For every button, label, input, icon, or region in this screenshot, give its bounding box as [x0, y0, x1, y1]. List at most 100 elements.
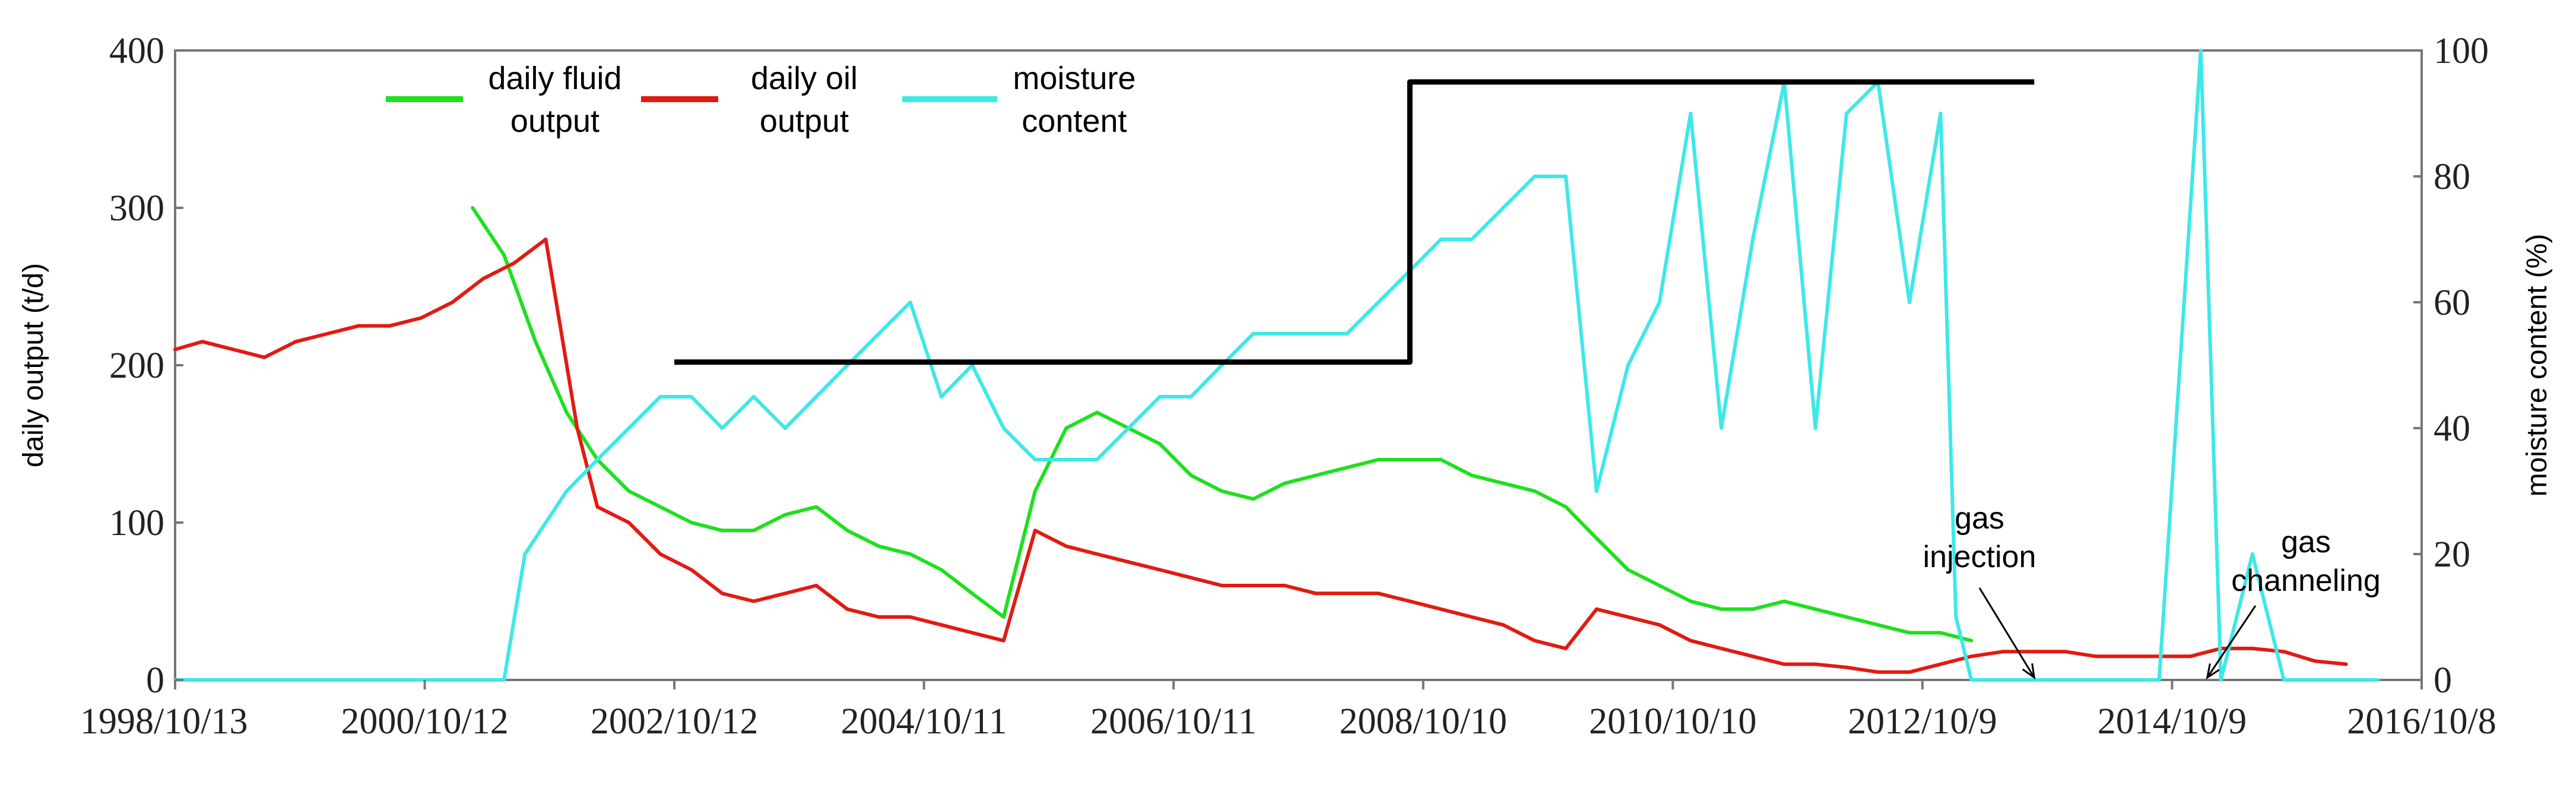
data-point-daily-oil-output-52: [1782, 662, 1787, 666]
data-point-daily-fluid-output-20: [1095, 410, 1099, 415]
data-point-daily-oil-output-65: [2188, 654, 2192, 659]
data-point-daily-oil-output-41: [1439, 607, 1443, 611]
legend-label-daily-fluid-output-line1: daily fluid: [488, 61, 621, 96]
data-point-daily-oil-output-68: [2282, 650, 2286, 654]
data-point-daily-oil-output-51: [1751, 654, 1755, 659]
data-point-moisture-content-48: [1939, 112, 1943, 115]
data-point-moisture-content-47: [1908, 300, 1911, 304]
data-point-moisture-content-57: [2375, 678, 2380, 682]
data-point-moisture-content-12: [814, 395, 819, 398]
data-point-daily-oil-output-67: [2250, 647, 2254, 650]
data-point-daily-oil-output-11: [512, 261, 516, 265]
data-point-daily-fluid-output-47: [1939, 631, 1943, 635]
y-left-axis-title: daily output (t/d): [18, 263, 49, 467]
data-point-daily-oil-output-32: [1158, 568, 1162, 572]
y-right-tick-label-0: 0: [2434, 660, 2452, 701]
y-left-tick-label-0: 0: [146, 660, 164, 701]
data-point-daily-fluid-output-3: [564, 410, 569, 415]
data-point-moisture-content-45: [1845, 112, 1848, 115]
data-point-daily-oil-output-29: [1064, 544, 1068, 548]
data-point-moisture-content-22: [1127, 426, 1131, 430]
data-point-moisture-content-37: [1594, 489, 1598, 493]
annotation-arrow-gas-channeling: [2206, 605, 2257, 678]
data-point-daily-oil-output-5: [325, 332, 329, 336]
data-point-daily-oil-output-33: [1189, 575, 1193, 580]
data-point-daily-oil-output-69: [2313, 659, 2317, 663]
annotation-arrowhead-gas-injection: [2022, 663, 2036, 680]
y-right-tick-label-80: 80: [2434, 157, 2470, 197]
data-point-moisture-content-54: [2219, 678, 2223, 682]
data-point-daily-oil-output-9: [451, 300, 455, 304]
y-left-tick-label-100: 100: [109, 503, 164, 543]
data-point-moisture-content-42: [1751, 238, 1755, 241]
data-point-moisture-content-55: [2250, 552, 2254, 556]
data-point-daily-fluid-output-33: [1501, 481, 1505, 485]
data-point-daily-oil-output-3: [262, 355, 267, 359]
data-point-daily-oil-output-30: [1095, 552, 1099, 556]
data-point-daily-fluid-output-23: [1189, 473, 1193, 477]
data-point-daily-fluid-output-2: [534, 340, 538, 344]
legend-label-daily-oil-output-line1: daily oil: [751, 61, 858, 96]
data-point-daily-fluid-output-19: [1064, 426, 1068, 430]
legend-label-daily-fluid-output-line2: output: [510, 103, 599, 139]
data-point-moisture-content-5: [595, 458, 599, 461]
data-point-daily-fluid-output-5: [627, 489, 631, 493]
data-point-daily-fluid-output-12: [845, 529, 849, 533]
data-point-daily-fluid-output-27: [1314, 473, 1318, 477]
data-point-moisture-content-21: [1095, 458, 1099, 461]
data-point-moisture-content-28: [1314, 332, 1318, 336]
data-point-moisture-content-44: [1813, 426, 1817, 430]
data-point-moisture-content-26: [1251, 332, 1255, 336]
series-line-moisture-content: [175, 49, 2378, 682]
data-point-moisture-content-20: [1064, 458, 1068, 461]
data-point-moisture-content-7: [658, 395, 662, 398]
data-point-daily-oil-output-35: [1251, 584, 1255, 587]
data-point-moisture-content-53: [2199, 49, 2203, 52]
data-point-daily-fluid-output-0: [471, 206, 475, 210]
data-point-daily-fluid-output-42: [1782, 599, 1787, 603]
data-point-moisture-content-11: [783, 426, 787, 430]
data-point-daily-oil-output-61: [2063, 650, 2067, 654]
data-point-daily-fluid-output-7: [689, 521, 693, 524]
data-point-moisture-content-14: [877, 332, 881, 336]
data-point-daily-oil-output-22: [845, 607, 849, 611]
series-layer: [173, 49, 2380, 682]
data-point-daily-oil-output-23: [877, 615, 881, 619]
data-point-daily-oil-output-2: [231, 347, 235, 352]
y-left-tick-label-300: 300: [109, 188, 164, 229]
data-point-moisture-content-30: [1376, 300, 1381, 304]
data-point-moisture-content-34: [1501, 206, 1505, 210]
data-point-moisture-content-49: [1954, 615, 1958, 619]
annotation-label-gas-injection-line1: gas: [1955, 501, 2004, 536]
data-point-moisture-content-33: [1470, 238, 1474, 241]
data-point-moisture-content-23: [1158, 395, 1162, 398]
data-point-daily-fluid-output-18: [1033, 489, 1037, 493]
data-point-daily-fluid-output-11: [814, 505, 819, 509]
data-point-daily-fluid-output-48: [1969, 638, 1974, 643]
data-point-daily-fluid-output-32: [1470, 473, 1474, 477]
data-point-daily-oil-output-43: [1501, 623, 1505, 627]
data-point-daily-oil-output-20: [783, 591, 787, 596]
data-point-daily-oil-output-31: [1127, 560, 1131, 564]
x-tick-label-2016-10-8: 2016/10/8: [2347, 701, 2496, 742]
data-point-moisture-content-9: [720, 426, 724, 430]
data-point-moisture-content-10: [751, 395, 756, 398]
data-point-daily-oil-output-12: [544, 238, 548, 241]
data-point-moisture-content-8: [689, 395, 693, 398]
data-point-daily-fluid-output-43: [1813, 607, 1817, 611]
data-point-daily-oil-output-62: [2094, 654, 2098, 659]
data-point-daily-fluid-output-17: [1001, 615, 1005, 619]
data-point-moisture-content-24: [1189, 395, 1193, 398]
data-point-daily-fluid-output-45: [1876, 623, 1880, 627]
x-tick-label-2000-10-12: 2000/10/12: [341, 701, 508, 742]
data-point-daily-fluid-output-38: [1657, 584, 1661, 587]
axes-layer: 0 100 200 300 400 0 20 40 60 80 100 1998/10/13 2000/…: [18, 31, 2553, 742]
data-point-daily-oil-output-38: [1345, 591, 1349, 596]
data-point-daily-fluid-output-35: [1564, 505, 1568, 509]
annotation-label-gas-injection-line2: injection: [1923, 540, 2036, 574]
data-point-moisture-content-32: [1439, 238, 1443, 241]
y-left-tick-label-200: 200: [109, 346, 164, 386]
data-point-moisture-content-3: [523, 552, 527, 556]
data-point-daily-oil-output-39: [1376, 591, 1381, 596]
